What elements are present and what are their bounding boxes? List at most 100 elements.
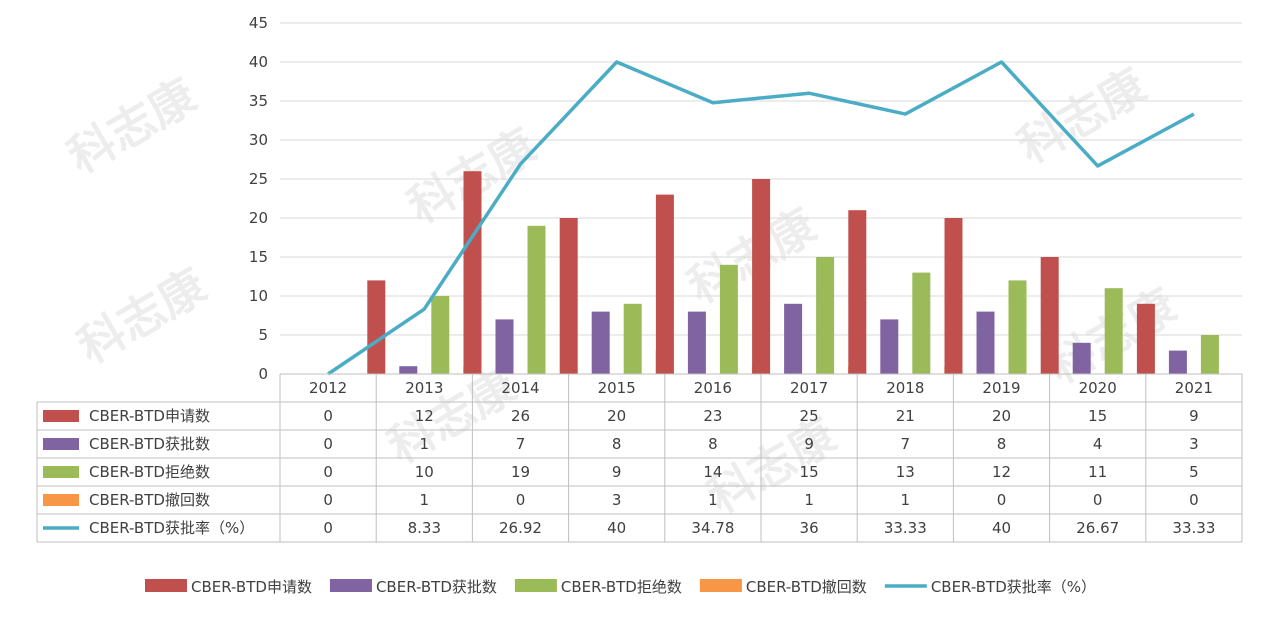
table-row-label: CBER-BTD撤回数: [89, 491, 210, 509]
data-label: 14: [703, 463, 722, 481]
bars: [367, 171, 1219, 374]
data-label: 1: [420, 435, 430, 453]
watermark-text: 科志康: [59, 68, 206, 184]
table-legend-key: [43, 494, 79, 506]
x-tick-label: 2012: [309, 379, 347, 397]
data-label: 4: [1093, 435, 1103, 453]
data-label: 8: [708, 435, 718, 453]
legend: CBER-BTD申请数 CBER-BTD获批数 CBER-BTD拒绝数 CBER-BT…: [145, 578, 1096, 596]
data-label: 40: [607, 519, 626, 537]
bar: [1168, 350, 1187, 374]
data-label: 12: [992, 463, 1011, 481]
bar: [463, 171, 482, 374]
bar: [752, 179, 771, 374]
data-label: 3: [1189, 435, 1199, 453]
bar: [848, 210, 867, 374]
x-tick-label: 2015: [598, 379, 636, 397]
data-label: 0: [997, 491, 1007, 509]
bar: [591, 311, 610, 374]
data-label: 7: [516, 435, 526, 453]
data-label: 23: [703, 407, 722, 425]
data-label: 0: [323, 491, 333, 509]
y-axis: 0 5 10 15 20 25 30 35 40 45: [249, 14, 268, 383]
table-legend-key: [43, 438, 79, 450]
data-label: 7: [901, 435, 911, 453]
bar: [687, 311, 706, 374]
y-tick-label: 30: [249, 131, 268, 149]
bar: [655, 194, 674, 374]
table-row-label: CBER-BTD申请数: [89, 407, 210, 425]
data-label: 0: [323, 435, 333, 453]
legend-key: [699, 579, 742, 592]
legend-label: CBER-BTD撤回数: [746, 578, 867, 596]
data-label: 11: [1088, 463, 1107, 481]
bar: [495, 319, 514, 374]
data-label: 26.92: [499, 519, 542, 537]
bar: [1104, 288, 1123, 374]
data-label: 12: [415, 407, 434, 425]
data-label: 8.33: [408, 519, 441, 537]
data-label: 9: [804, 435, 814, 453]
bar: [1200, 335, 1219, 374]
bar: [367, 280, 386, 374]
data-label: 9: [612, 463, 622, 481]
data-label: 33.33: [1172, 519, 1215, 537]
y-tick-label: 25: [249, 170, 268, 188]
data-table: 2012 2013 2014 2015 2016 2017 2018 2019 2020 2021…: [36, 373, 1243, 543]
data-label: 0: [323, 407, 333, 425]
bar: [816, 257, 835, 374]
data-label: 1: [708, 491, 718, 509]
data-label: 15: [800, 463, 819, 481]
table-row-label: CBER-BTD获批率（%）: [89, 519, 254, 537]
y-tick-label: 10: [249, 287, 268, 305]
data-label: 26.67: [1076, 519, 1119, 537]
data-label: 13: [896, 463, 915, 481]
watermark-text: 科志康: [379, 358, 526, 474]
data-label: 0: [323, 519, 333, 537]
y-tick-label: 40: [249, 53, 268, 71]
bar: [719, 264, 738, 374]
data-label: 1: [804, 491, 814, 509]
x-tick-label: 2021: [1175, 379, 1213, 397]
watermark-text: 科志康: [679, 198, 826, 314]
data-label: 26: [511, 407, 530, 425]
series-line: [327, 60, 1195, 376]
data-label: 40: [992, 519, 1011, 537]
y-tick-label: 5: [258, 326, 268, 344]
data-label: 34.78: [691, 519, 734, 537]
bar: [559, 218, 578, 374]
y-tick-label: 45: [249, 14, 268, 32]
legend-key: [145, 579, 187, 592]
bar: [1040, 257, 1059, 374]
data-label: 9: [1189, 407, 1199, 425]
bar: [527, 225, 546, 374]
legend-label: CBER-BTD申请数: [191, 578, 312, 596]
x-tick-label: 2016: [694, 379, 732, 397]
y-tick-label: 0: [258, 365, 268, 383]
x-tick-label: 2013: [405, 379, 443, 397]
data-label: 20: [607, 407, 626, 425]
table-legend-key: [43, 466, 79, 478]
bar: [976, 311, 995, 374]
data-label: 15: [1088, 407, 1107, 425]
data-label: 36: [800, 519, 819, 537]
bar: [912, 272, 931, 374]
watermark-text: 科志康: [69, 258, 216, 374]
data-label: 5: [1189, 463, 1199, 481]
legend-label: CBER-BTD获批数: [376, 578, 497, 596]
table-row-label: CBER-BTD拒绝数: [89, 463, 210, 481]
y-tick-label: 15: [249, 248, 268, 266]
x-tick-label: 2017: [790, 379, 828, 397]
data-label: 8: [997, 435, 1007, 453]
line-series: [327, 60, 1195, 376]
data-label: 3: [612, 491, 622, 509]
data-label: 0: [323, 463, 333, 481]
bar: [880, 319, 899, 374]
data-label: 1: [420, 491, 430, 509]
legend-key: [514, 579, 557, 592]
data-label: 10: [415, 463, 434, 481]
table-row-label: CBER-BTD获批数: [89, 435, 210, 453]
legend-label: CBER-BTD获批率（%）: [931, 578, 1096, 596]
table-legend-key: [43, 410, 79, 422]
